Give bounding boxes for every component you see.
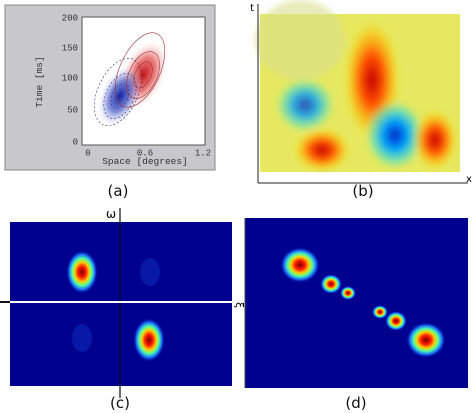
panel-label: (d) bbox=[345, 394, 366, 412]
panel-label: (b) bbox=[352, 182, 373, 200]
blob bbox=[66, 250, 98, 294]
blob bbox=[133, 318, 165, 362]
panel-d: ξ (d) bbox=[233, 218, 468, 412]
y-axis-label: ξ bbox=[233, 302, 246, 308]
panel-label: (a) bbox=[108, 182, 129, 200]
y-tick-label: 200 bbox=[62, 13, 78, 23]
y-tick-label: 50 bbox=[67, 105, 78, 115]
x-axis-label: Space [degrees] bbox=[102, 156, 188, 167]
blob bbox=[140, 258, 160, 286]
panel-b: t x (b) bbox=[250, 0, 472, 200]
x-tick-label: 0 bbox=[85, 148, 90, 158]
y-axis-label: Time [ms] bbox=[34, 56, 45, 107]
heatmap bbox=[94, 32, 169, 128]
blob bbox=[72, 324, 92, 352]
y-axis-label: ω bbox=[106, 207, 116, 221]
y-tick-label: 100 bbox=[62, 73, 78, 83]
blob bbox=[320, 274, 342, 294]
x-axis-label: x bbox=[466, 174, 472, 185]
heatmap bbox=[10, 222, 232, 386]
blob bbox=[340, 286, 356, 300]
x-tick-label: 0.6 bbox=[137, 148, 153, 158]
panel-label: (c) bbox=[110, 394, 130, 412]
heatmap bbox=[245, 218, 468, 388]
panel-a: 200 150 100 50 0 0 0.6 1.2 Space [degree… bbox=[4, 4, 216, 200]
heatmap-features bbox=[255, 0, 457, 172]
blob bbox=[372, 305, 388, 319]
blob bbox=[280, 247, 320, 283]
blob bbox=[385, 311, 407, 331]
y-tick-label: 0 bbox=[73, 137, 78, 147]
blob bbox=[406, 322, 446, 358]
y-axis-label: t bbox=[250, 3, 254, 14]
x-tick-label: 1.2 bbox=[195, 148, 211, 158]
y-tick-label: 150 bbox=[62, 43, 78, 53]
panel-c: ω (c) bbox=[0, 207, 232, 412]
